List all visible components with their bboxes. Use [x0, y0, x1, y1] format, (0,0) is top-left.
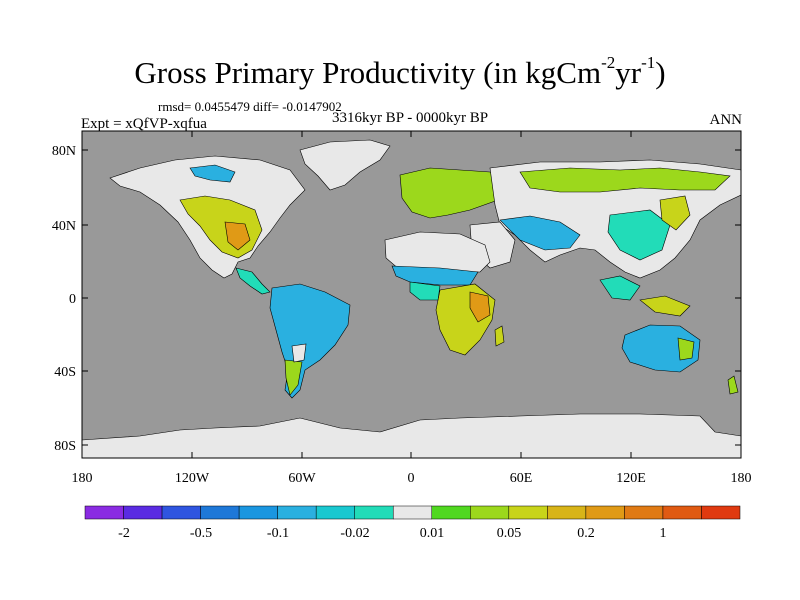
na-high: [224, 221, 251, 251]
central-america: [235, 267, 271, 295]
colorbar-swatch: [662, 505, 702, 520]
lon-label: 0: [408, 471, 415, 486]
experiment-label: Expt = xQfVP-xqfua: [81, 116, 207, 132]
colorbar-label: 1: [660, 526, 667, 541]
colorbar-swatch: [161, 505, 201, 520]
colorbar-label: -2: [118, 526, 130, 541]
colorbar-swatch: [470, 505, 510, 520]
colorbar-label: 0.01: [420, 526, 445, 541]
season-label: ANN: [709, 112, 743, 128]
latitude-axis: 80N 40N 0 40S 80S: [52, 144, 741, 454]
colorbar-label: 0.05: [497, 526, 522, 541]
colorbar-swatch: [354, 505, 394, 520]
colorbar-label: 0.2: [577, 526, 595, 541]
lat-label: 40S: [54, 365, 76, 380]
colorbar-swatch: [585, 505, 625, 520]
australia-green: [677, 337, 695, 361]
colorbar-label: -0.1: [267, 526, 289, 541]
colorbar-label: -0.5: [190, 526, 212, 541]
colorbar-swatch: [701, 505, 741, 520]
indonesia: [639, 295, 691, 317]
greenland: [299, 139, 391, 191]
lon-label: 180: [731, 471, 752, 486]
na-north-blue: [189, 164, 236, 183]
colorbar-swatch: [392, 505, 433, 520]
colorbar-swatch: [508, 505, 548, 520]
lon-label: 120E: [616, 471, 646, 486]
colorbar-swatch: [431, 505, 471, 520]
lon-label: 60E: [510, 471, 533, 486]
subtitle: 3316kyr BP - 0000kyr BP: [331, 110, 489, 126]
colorbar-swatch: [200, 505, 240, 520]
lon-label: 60W: [288, 471, 316, 486]
colorbar-swatch: [547, 505, 587, 520]
australia: [621, 324, 701, 373]
se-asia: [599, 275, 641, 301]
colorbar-swatch: [315, 505, 355, 520]
antarctica: [82, 413, 741, 458]
colorbar-swatch: [624, 505, 664, 520]
sa-south-green: [284, 359, 303, 396]
colorbar-label: -0.02: [340, 526, 369, 541]
asia-central-blue: [499, 215, 581, 251]
asia-east-blue: [607, 209, 671, 261]
stats-line: rmsd= 0.0455479 diff= -0.0147902: [158, 99, 342, 114]
map-title: Gross Primary Productivity (in kgCm-2yr-…: [134, 52, 666, 90]
colorbar-swatch: [84, 505, 124, 520]
asia-siberia-green: [519, 167, 731, 193]
africa-east-high: [469, 291, 491, 323]
colorbar-swatch: [123, 505, 163, 520]
new-zealand: [727, 375, 739, 395]
africa-sahel-blue: [391, 265, 479, 286]
asia-east-green: [659, 195, 691, 231]
lat-label: 80N: [52, 144, 76, 159]
colorbar-labels: -2 -0.5 -0.1 -0.02 0.01 0.05 0.2 1: [118, 526, 666, 541]
lat-label: 40N: [52, 219, 76, 234]
madagascar: [494, 325, 505, 347]
lon-label: 120W: [175, 471, 210, 486]
lon-label: 180: [72, 471, 93, 486]
africa-north-white: [384, 231, 491, 273]
lat-label: 80S: [54, 439, 76, 454]
africa-west-blue: [409, 281, 441, 301]
sa-south-white: [291, 343, 307, 363]
colorbar: [84, 505, 741, 520]
longitude-axis: 180 120W 60W 0 60E 120E 180: [72, 131, 752, 486]
colorbar-swatch: [238, 505, 278, 520]
colorbar-swatch: [277, 505, 317, 520]
land-regions: [82, 139, 741, 458]
lat-label: 0: [69, 292, 76, 307]
europe: [399, 167, 506, 219]
